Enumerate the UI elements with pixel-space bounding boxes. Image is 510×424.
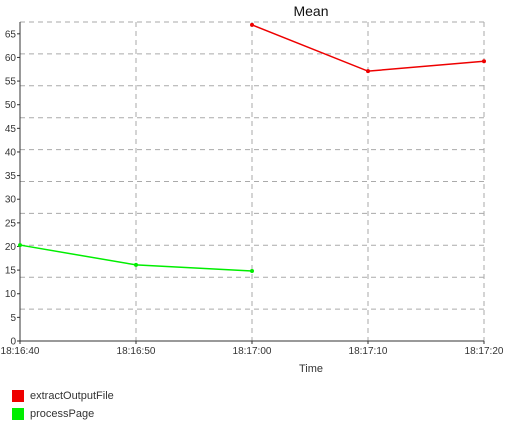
y-tick-label: 35: [5, 171, 17, 182]
x-tick-label: 18:17:00: [233, 346, 272, 357]
y-tick-label: 40: [5, 147, 17, 158]
x-tick-label: 18:17:10: [349, 346, 388, 357]
y-axis-ticks: 0 5 10 15 20 25 30 35 40 45 50 55 60 65: [5, 29, 20, 348]
x-axis-label: Time: [299, 363, 323, 375]
y-tick-label: 0: [10, 337, 16, 348]
legend-item-processpage[interactable]: processPage: [12, 406, 114, 422]
legend-item-extractoutputfile[interactable]: extractOutputFile: [12, 388, 114, 404]
y-tick-label: 20: [5, 242, 17, 253]
series-lines: [18, 22, 486, 274]
grid: [19, 21, 485, 341]
line-chart: Mean 0 5 10 15 20 25 30 35 40 45 50 55 60 65 18:16:40…: [1, 3, 504, 375]
data-point-extractOutputFile: [366, 69, 370, 74]
y-tick-label: 50: [5, 100, 17, 111]
y-tick-label: 10: [5, 289, 17, 300]
y-tick-label: 55: [5, 77, 17, 88]
legend: extractOutputFile processPage: [12, 388, 114, 424]
y-tick-label: 25: [5, 218, 17, 229]
x-tick-label: 18:16:40: [1, 346, 40, 357]
data-point-processPage: [250, 269, 254, 274]
data-point-extractOutputFile: [250, 22, 254, 27]
x-tick-label: 18:17:20: [465, 346, 504, 357]
data-point-processPage: [134, 262, 138, 267]
data-point-processPage: [18, 243, 22, 248]
y-tick-label: 60: [5, 53, 17, 64]
legend-swatch: [12, 390, 24, 402]
chart-title: Mean: [293, 3, 328, 19]
y-tick-label: 15: [5, 266, 17, 277]
legend-label: processPage: [30, 408, 95, 420]
data-point-extractOutputFile: [482, 59, 486, 64]
x-tick-label: 18:16:50: [117, 346, 156, 357]
y-tick-label: 45: [5, 124, 17, 135]
x-axis-ticks: 18:16:40 18:16:50 18:17:00 18:17:10 18:17:20: [1, 341, 504, 357]
y-tick-label: 30: [5, 195, 17, 206]
legend-swatch: [12, 408, 24, 420]
legend-label: extractOutputFile: [30, 390, 114, 402]
y-tick-label: 65: [5, 29, 17, 40]
y-tick-label: 5: [10, 313, 16, 324]
